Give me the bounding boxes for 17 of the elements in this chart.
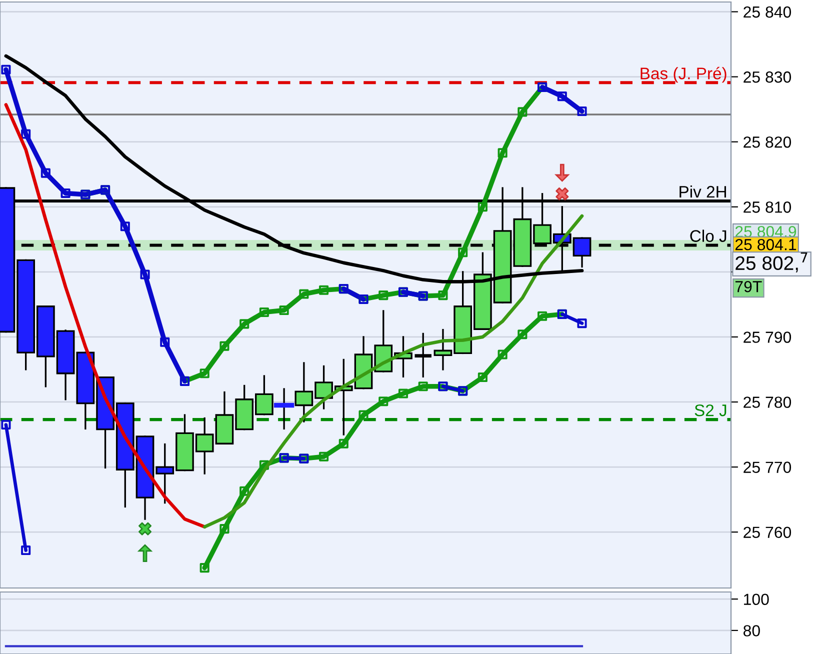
text: 25 802,$^{7}$: [736, 252, 808, 272]
text: 25 804.1: [735, 238, 796, 250]
ref-line-label: Bas (J. Pré): [640, 66, 726, 83]
y-tick-label: 25 840: [744, 6, 792, 18]
ref-line-label: S2 J: [694, 404, 726, 416]
y-tick-label: 25 830: [744, 71, 792, 83]
y-tick-label: 25 770: [744, 462, 792, 473]
y-tick-label: 80: [744, 625, 760, 636]
y-tick-label: 25 820: [744, 136, 792, 148]
ref-line-label: Clo J: [690, 230, 726, 242]
y-tick-label: 25 810: [744, 202, 792, 213]
y-tick-label: 100: [744, 594, 769, 606]
ref-line-label: Piv 2H: [680, 185, 726, 198]
y-tick-label: 25 760: [744, 526, 792, 538]
y-tick-label: 25 790: [744, 332, 792, 343]
y-tick-label: 25 780: [744, 396, 792, 408]
text: 79T: [735, 280, 762, 292]
